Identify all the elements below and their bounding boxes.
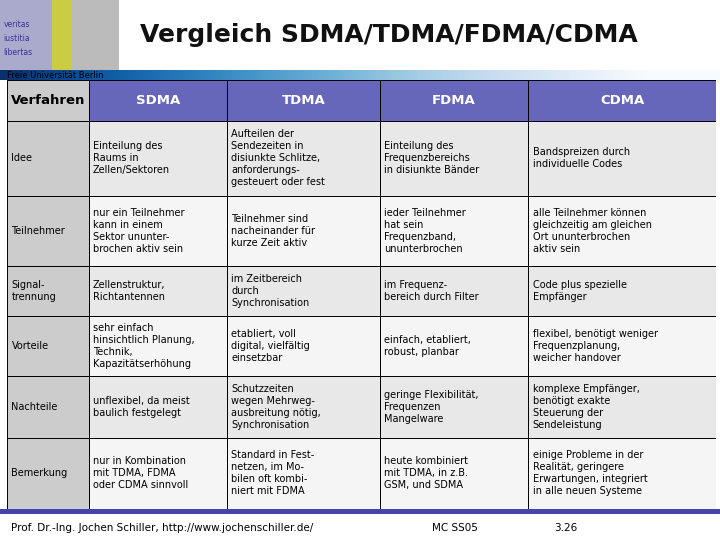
Text: iustitia: iustitia: [4, 33, 30, 43]
Text: komplexe Empfänger,
benötigt exakte
Steuerung der
Sendeleistung: komplexe Empfänger, benötigt exakte Steu…: [533, 384, 639, 430]
Bar: [528, 376, 716, 438]
Bar: [379, 120, 528, 195]
Text: im Frequenz-
bereich durch Filter: im Frequenz- bereich durch Filter: [384, 280, 478, 302]
Bar: [89, 266, 227, 316]
Text: MC SS05: MC SS05: [432, 523, 478, 533]
Text: im Zeitbereich
durch
Synchronisation: im Zeitbereich durch Synchronisation: [231, 274, 310, 308]
Bar: [528, 316, 716, 376]
Bar: [227, 376, 379, 438]
Text: Vergleich SDMA/TDMA/FDMA/CDMA: Vergleich SDMA/TDMA/FDMA/CDMA: [140, 23, 638, 47]
Text: Teilnehmer sind
nacheinander für
kurze Zeit aktiv: Teilnehmer sind nacheinander für kurze Z…: [231, 214, 315, 248]
Bar: [52, 0, 72, 70]
Text: veritas: veritas: [4, 19, 30, 29]
Text: nur ein Teilnehmer
kann in einem
Sektor ununter-
brochen aktiv sein: nur ein Teilnehmer kann in einem Sektor …: [93, 208, 184, 254]
Text: 3.26: 3.26: [554, 523, 577, 533]
Bar: [89, 195, 227, 266]
Bar: [528, 120, 716, 195]
Bar: [379, 316, 528, 376]
Text: sehr einfach
hinsichtlich Planung,
Technik,
Kapazitätserhöhung: sehr einfach hinsichtlich Planung, Techn…: [93, 323, 194, 369]
Bar: [227, 316, 379, 376]
Bar: [227, 438, 379, 509]
Bar: [89, 316, 227, 376]
Text: heute kombiniert
mit TDMA, in z.B.
GSM, und SDMA: heute kombiniert mit TDMA, in z.B. GSM, …: [384, 456, 468, 490]
Bar: [227, 266, 379, 316]
Bar: [528, 80, 716, 120]
Bar: [7, 195, 89, 266]
Text: Einteilung des
Raums in
Zellen/Sektoren: Einteilung des Raums in Zellen/Sektoren: [93, 141, 170, 175]
Text: Verfahren: Verfahren: [11, 94, 85, 107]
Text: Signal-
trennung: Signal- trennung: [12, 280, 56, 302]
Text: geringe Flexibilität,
Frequenzen
Mangelware: geringe Flexibilität, Frequenzen Mangelw…: [384, 390, 478, 424]
Bar: [89, 376, 227, 438]
Text: Schutzzeiten
wegen Mehrweg-
ausbreitung nötig,
Synchronisation: Schutzzeiten wegen Mehrweg- ausbreitung …: [231, 384, 321, 430]
Text: Teilnehmer: Teilnehmer: [12, 226, 66, 236]
Text: Vorteile: Vorteile: [12, 341, 48, 351]
Text: TDMA: TDMA: [282, 94, 325, 107]
Text: etabliert, voll
digital, vielfältig
einsetzbar: etabliert, voll digital, vielfältig eins…: [231, 329, 310, 363]
Text: alle Teilnehmer können
gleichzeitig am gleichen
Ort ununterbrochen
aktiv sein: alle Teilnehmer können gleichzeitig am g…: [533, 208, 652, 254]
Text: FDMA: FDMA: [432, 94, 476, 107]
Text: einfach, etabliert,
robust, planbar: einfach, etabliert, robust, planbar: [384, 335, 471, 357]
Bar: [89, 120, 227, 195]
Bar: [7, 120, 89, 195]
Bar: [227, 120, 379, 195]
Text: Freie Universität Berlin: Freie Universität Berlin: [7, 71, 104, 79]
Text: flexibel, benötigt weniger
Frequenzplanung,
weicher handover: flexibel, benötigt weniger Frequenzplanu…: [533, 329, 657, 363]
Text: Idee: Idee: [12, 153, 32, 163]
Text: Prof. Dr.-Ing. Jochen Schiller, http://www.jochenschiller.de/: Prof. Dr.-Ing. Jochen Schiller, http://w…: [11, 523, 313, 533]
Text: Bandspreizen durch
individuelle Codes: Bandspreizen durch individuelle Codes: [533, 147, 630, 169]
Bar: [0, 0, 52, 70]
Text: einige Probleme in der
Realität, geringere
Erwartungen, integriert
in alle neuen: einige Probleme in der Realität, geringe…: [533, 450, 647, 496]
Bar: [528, 438, 716, 509]
Bar: [72, 0, 119, 70]
Bar: [379, 438, 528, 509]
Text: Standard in Fest-
netzen, im Mo-
bilen oft kombi-
niert mit FDMA: Standard in Fest- netzen, im Mo- bilen o…: [231, 450, 315, 496]
Text: Aufteilen der
Sendezeiten in
disiunkte Schlitze,
anforderungs-
gesteuert oder fe: Aufteilen der Sendezeiten in disiunkte S…: [231, 129, 325, 187]
Bar: [7, 438, 89, 509]
Text: unflexibel, da meist
baulich festgelegt: unflexibel, da meist baulich festgelegt: [93, 396, 190, 418]
Bar: [7, 316, 89, 376]
Bar: [7, 80, 89, 120]
Text: Bemerkung: Bemerkung: [12, 468, 68, 478]
Bar: [7, 376, 89, 438]
Text: nur in Kombination
mit TDMA, FDMA
oder CDMA sinnvoll: nur in Kombination mit TDMA, FDMA oder C…: [93, 456, 188, 490]
Bar: [379, 80, 528, 120]
Text: ieder Teilnehmer
hat sein
Frequenzband,
ununterbrochen: ieder Teilnehmer hat sein Frequenzband, …: [384, 208, 466, 254]
Text: Einteilung des
Frequenzbereichs
in disiunkte Bänder: Einteilung des Frequenzbereichs in disiu…: [384, 141, 479, 175]
Text: CDMA: CDMA: [600, 94, 644, 107]
Text: libertas: libertas: [4, 48, 32, 57]
Bar: [89, 80, 227, 120]
Text: Code plus spezielle
Empfänger: Code plus spezielle Empfänger: [533, 280, 626, 302]
Text: Zellenstruktur,
Richtantennen: Zellenstruktur, Richtantennen: [93, 280, 166, 302]
Bar: [7, 266, 89, 316]
Text: Nachteile: Nachteile: [12, 402, 58, 412]
Bar: [0, 509, 720, 514]
Bar: [528, 266, 716, 316]
Bar: [379, 376, 528, 438]
Bar: [379, 195, 528, 266]
Bar: [379, 266, 528, 316]
Bar: [528, 195, 716, 266]
Bar: [89, 438, 227, 509]
Bar: [227, 195, 379, 266]
Text: SDMA: SDMA: [136, 94, 180, 107]
Bar: [227, 80, 379, 120]
